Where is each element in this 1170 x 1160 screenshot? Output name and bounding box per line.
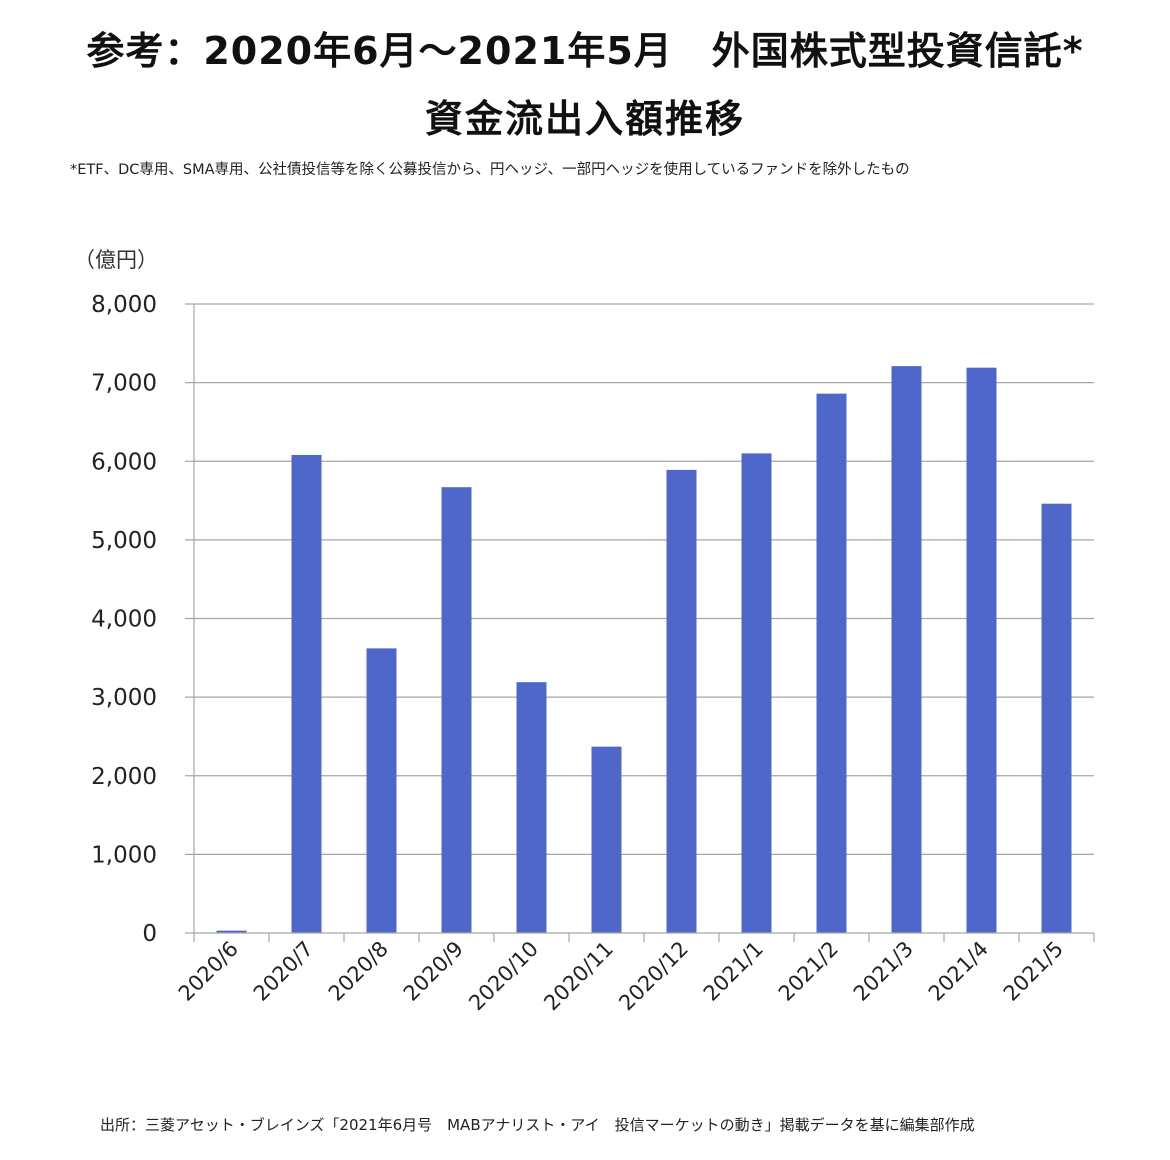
x-tick-label: 2021/2 xyxy=(774,937,843,1006)
x-tick-label: 2020/11 xyxy=(539,937,618,1016)
y-tick-label: 1,000 xyxy=(91,842,157,868)
y-tick-label: 0 xyxy=(142,921,157,947)
bar xyxy=(291,454,322,933)
chart-subtitle: 資金流出入額推移 xyxy=(424,97,745,141)
bar xyxy=(1041,503,1072,933)
bar xyxy=(816,393,847,933)
y-tick-label: 3,000 xyxy=(91,685,157,711)
footnote: *ETF、DC専用、SMA専用、公社債投信等を除く公募投信から、円ヘッジ、一部円… xyxy=(70,162,910,178)
y-tick-label: 5,000 xyxy=(91,528,157,554)
x-tick-label: 2021/4 xyxy=(924,937,993,1006)
bar xyxy=(741,453,772,933)
bar xyxy=(891,366,922,933)
source-note: 出所：三菱アセット・ブレインズ「2021年6月号 MABアナリスト・アイ 投信マ… xyxy=(100,1116,975,1134)
y-tick-label: 7,000 xyxy=(91,371,157,397)
y-axis-ticks: 0 1,000 2,000 3,000 4,000 5,000 6,000 7,000 8,00… xyxy=(91,292,157,947)
bar-chart: 0 1,000 2,000 3,000 4,000 5,000 6,000 7,000 8,00… xyxy=(91,292,1095,1016)
x-tick-label: 2020/7 xyxy=(249,937,318,1006)
x-tick-label: 2020/8 xyxy=(324,937,393,1006)
x-tick-label: 2021/5 xyxy=(999,937,1068,1006)
gridlines xyxy=(194,303,1094,855)
x-tick-label: 2020/12 xyxy=(614,937,693,1016)
y-tick-label: 6,000 xyxy=(91,449,157,475)
bar xyxy=(366,648,397,933)
x-tick-label: 2021/3 xyxy=(849,937,918,1006)
y-tick-label: 4,000 xyxy=(91,607,157,633)
y-tick-label: 2,000 xyxy=(91,764,157,790)
bar xyxy=(441,487,472,933)
y-tick-label: 8,000 xyxy=(91,292,157,318)
y-axis-unit-label: （億円） xyxy=(74,248,158,272)
bar xyxy=(591,746,622,933)
chart-title: 参考：2020年6月～2021年5月 外国株式型投資信託* xyxy=(86,29,1084,73)
bar xyxy=(516,682,547,933)
x-tick-label: 2020/6 xyxy=(174,937,243,1006)
x-axis-ticks: 2020/6 2020/7 2020/8 2020/92020/102020/1120… xyxy=(174,937,1068,1016)
x-tick-label: 2020/9 xyxy=(399,937,468,1006)
bar xyxy=(966,367,997,933)
bars xyxy=(216,366,1072,933)
x-tick-label: 2020/10 xyxy=(464,937,543,1016)
x-tick-label: 2021/1 xyxy=(699,937,768,1006)
bar xyxy=(666,469,697,933)
axes xyxy=(185,303,1095,942)
bar xyxy=(216,930,247,933)
